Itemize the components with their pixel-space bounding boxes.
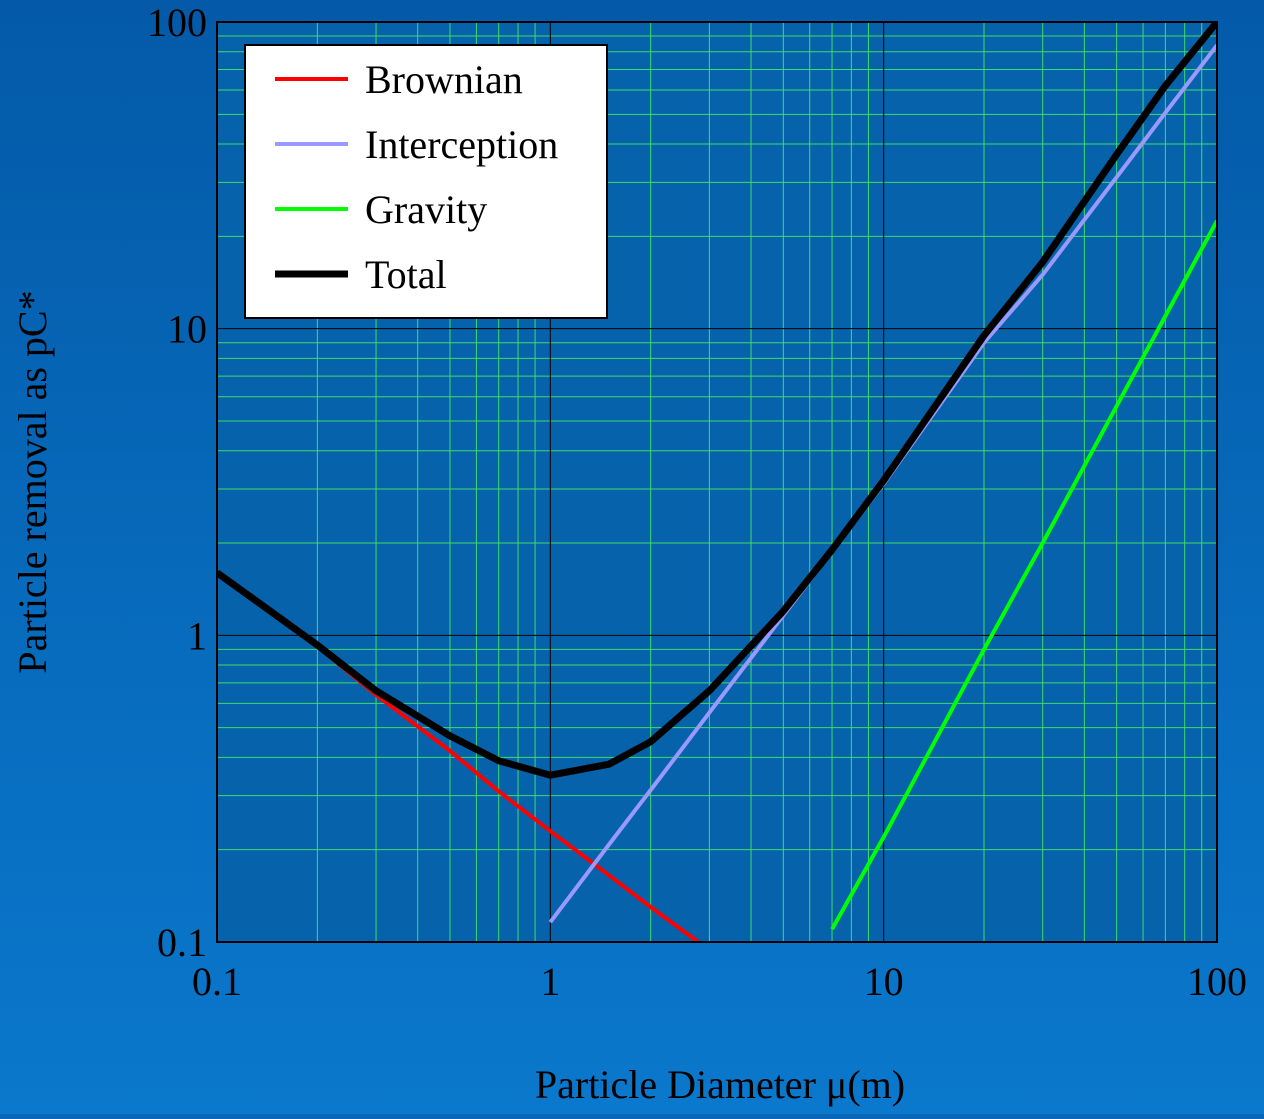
series-line (830, 219, 1217, 931)
legend-label: Interception (365, 122, 558, 167)
y-tick-label: 100 (147, 0, 207, 45)
x-tick-label: 10 (864, 959, 904, 1004)
series-line (217, 22, 1217, 779)
legend-label: Total (365, 252, 447, 297)
x-tick-label: 0.1 (192, 959, 242, 1004)
ticks: 0.1 1 10 100 0.1 1 10 100 (147, 0, 1247, 1004)
y-axis-title: Particle removal as pC* (10, 290, 55, 673)
y-tick-label: 10 (167, 307, 207, 352)
x-tick-label: 100 (1187, 959, 1247, 1004)
x-axis-title: Particle Diameter μ(m) (535, 1062, 905, 1107)
lines (217, 22, 1217, 942)
legend-label: Brownian (365, 57, 523, 102)
y-tick-label: 1 (187, 613, 207, 658)
y-tick-label: 0.1 (157, 920, 207, 965)
plot-frame (216, 21, 1218, 943)
legend: Brownian Interception Gravity Total (244, 44, 608, 319)
x-tick-label: 1 (540, 959, 560, 1004)
legend-label: Gravity (365, 187, 487, 232)
